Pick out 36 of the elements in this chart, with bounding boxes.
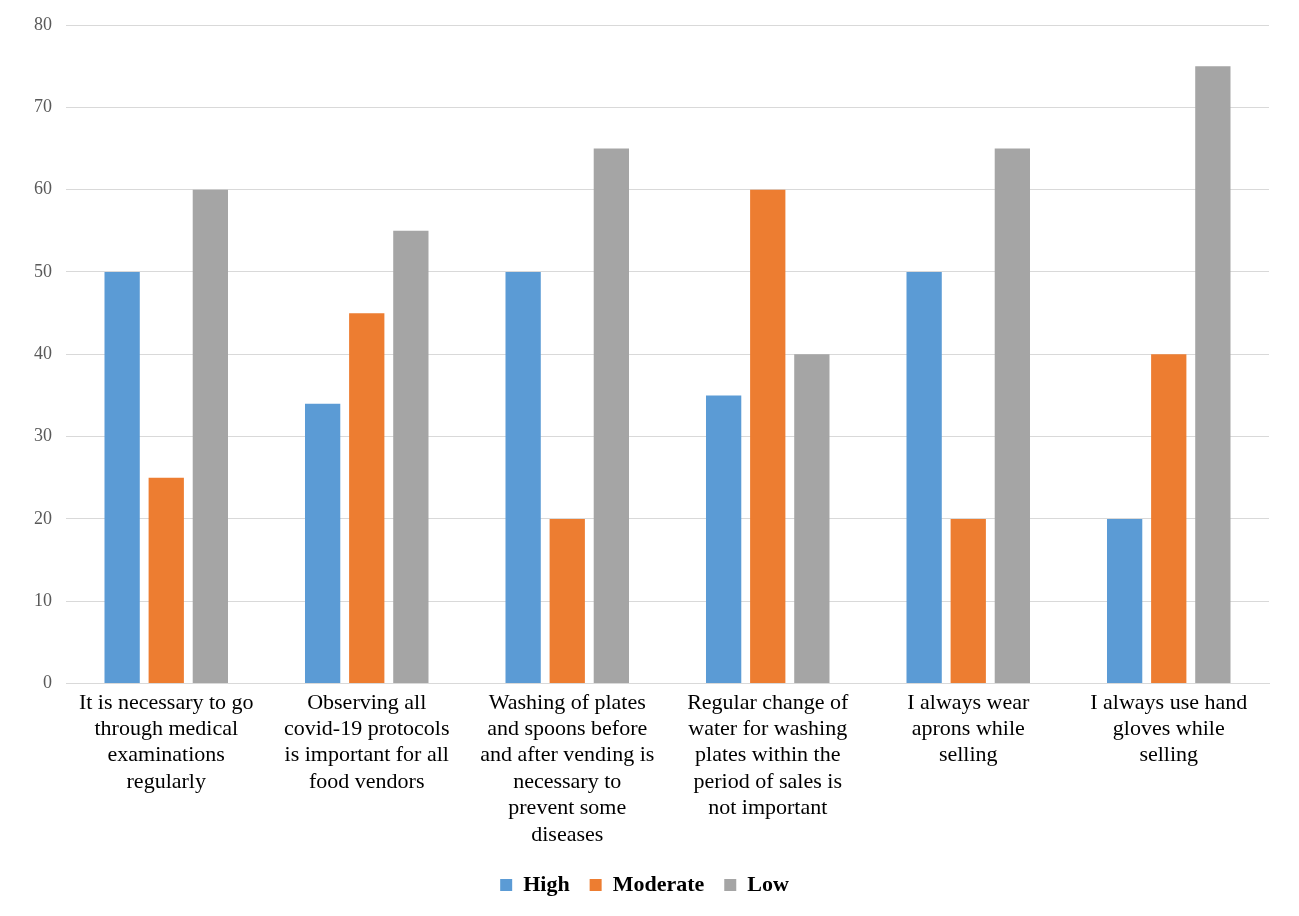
y-tick-label: 30 (34, 425, 52, 446)
bar (505, 271, 541, 684)
x-tick-label: Washing of plates and spoons before and after vending is necessary to prevent some diseases (480, 688, 655, 846)
bar (104, 271, 140, 684)
y-tick-label: 70 (34, 96, 52, 117)
bar (994, 148, 1030, 684)
y-tick-label: 80 (34, 13, 52, 34)
bar (549, 518, 585, 684)
legend-label: Moderate (612, 870, 705, 896)
bar (906, 271, 942, 684)
y-tick-label: 20 (34, 507, 52, 528)
x-tick-label: Regular change of water for washing plates within the period of sales is not important (687, 688, 850, 820)
bar (706, 395, 742, 684)
bar (593, 148, 629, 684)
y-tick-label: 0 (43, 672, 52, 693)
bar (1107, 518, 1143, 684)
legend-label: Low (747, 870, 789, 896)
bar (1151, 354, 1187, 684)
bar (794, 354, 830, 684)
x-tick-label: I always wear aprons while selling (907, 688, 1030, 767)
y-tick-label: 50 (34, 260, 52, 281)
y-tick-label: 40 (34, 343, 52, 364)
bar (192, 189, 228, 684)
bar (305, 403, 341, 684)
y-tick-label: 60 (34, 178, 52, 199)
x-tick-label: I always use hand gloves while selling (1090, 688, 1248, 767)
bar (393, 230, 429, 684)
bar (1195, 66, 1231, 684)
bar (148, 477, 184, 684)
y-tick-label: 10 (34, 590, 52, 611)
legend-label: High (523, 870, 570, 896)
bar (349, 313, 385, 684)
bar (750, 189, 786, 684)
x-tick-label: Observing all covid-19 protocols is important for all food vendors (283, 688, 450, 793)
bar (950, 518, 986, 684)
x-tick-label: It is necessary to go through medical examinations regularly (78, 688, 254, 793)
